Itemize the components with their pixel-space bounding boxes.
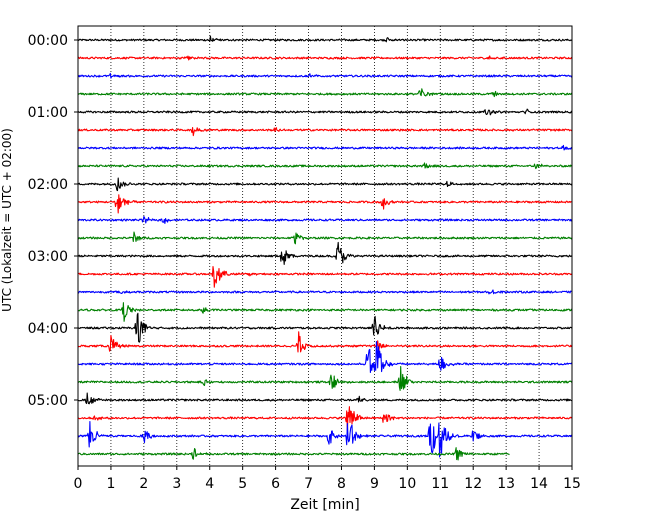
x-tick-label: 2 bbox=[139, 476, 148, 492]
seismic-trace bbox=[77, 55, 573, 61]
grid-layer bbox=[110, 26, 540, 466]
seismic-trace bbox=[77, 72, 573, 79]
seismic-trace bbox=[77, 231, 573, 245]
seismic-trace bbox=[77, 88, 573, 98]
seismic-trace bbox=[77, 365, 573, 391]
x-tick-label: 9 bbox=[370, 476, 379, 492]
seismic-trace bbox=[77, 447, 510, 461]
x-tick-label: 14 bbox=[530, 476, 548, 492]
seismic-trace bbox=[77, 341, 573, 374]
y-tick-label: 02:00 bbox=[28, 177, 68, 193]
seismic-trace bbox=[77, 392, 573, 405]
seismic-trace bbox=[77, 127, 573, 137]
y-tick-label: 01:00 bbox=[28, 105, 68, 121]
y-axis-title: UTC (Lokalzeit = UTC + 02:00) bbox=[0, 128, 14, 312]
x-tick-label: 4 bbox=[205, 476, 214, 492]
x-tick-label: 1 bbox=[106, 476, 115, 492]
x-tick-label: 15 bbox=[563, 476, 581, 492]
seismic-trace bbox=[77, 108, 573, 116]
x-tick-label: 11 bbox=[431, 476, 449, 492]
seismic-trace bbox=[77, 215, 573, 224]
y-axis: 00:00 01:00 02:00 03:00 04:00 05:00 bbox=[28, 33, 78, 409]
seismic-trace bbox=[77, 265, 573, 288]
x-tick-label: 13 bbox=[497, 476, 515, 492]
seismic-trace bbox=[77, 289, 573, 295]
seismic-trace bbox=[77, 35, 573, 43]
plot-frame bbox=[77, 25, 573, 467]
seismic-trace bbox=[77, 331, 572, 353]
traces-layer bbox=[77, 35, 573, 461]
x-tick-label: 0 bbox=[74, 476, 83, 492]
seismic-trace bbox=[77, 302, 573, 322]
seismic-trace bbox=[77, 144, 573, 151]
y-tick-label: 03:00 bbox=[28, 249, 68, 265]
x-axis: 0 1 2 3 4 5 6 7 8 9 10 11 12 13 14 15 bbox=[74, 466, 581, 492]
x-tick-label: 6 bbox=[271, 476, 280, 492]
seismic-trace bbox=[77, 162, 573, 170]
x-tick-label: 7 bbox=[304, 476, 313, 492]
y-tick-label: 00:00 bbox=[28, 33, 68, 49]
x-tick-label: 10 bbox=[398, 476, 416, 492]
x-tick-label: 12 bbox=[464, 476, 482, 492]
x-tick-label: 8 bbox=[337, 476, 346, 492]
y-tick-label: 05:00 bbox=[28, 393, 68, 409]
x-tick-label: 5 bbox=[238, 476, 247, 492]
x-axis-title: Zeit [min] bbox=[290, 497, 359, 513]
x-tick-label: 3 bbox=[172, 476, 181, 492]
y-tick-label: 04:00 bbox=[28, 321, 68, 337]
seismic-trace bbox=[77, 312, 573, 343]
seismic-trace bbox=[78, 241, 573, 265]
seismic-trace bbox=[77, 194, 573, 214]
seismic-trace bbox=[77, 177, 573, 192]
seismic-trace bbox=[77, 421, 573, 458]
seismic-trace bbox=[77, 406, 573, 432]
